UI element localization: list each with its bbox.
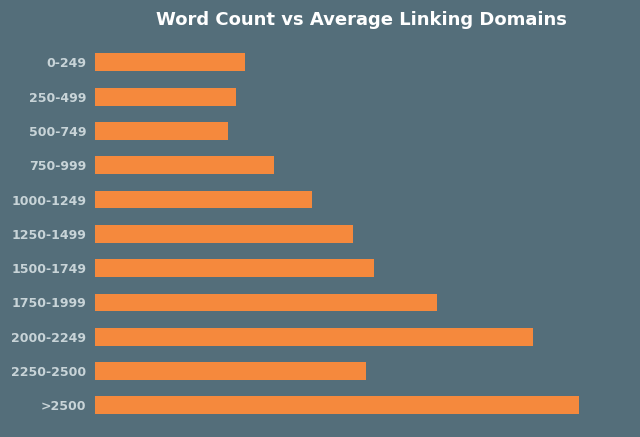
Bar xyxy=(95,88,237,106)
Bar xyxy=(95,191,312,208)
Bar xyxy=(95,53,245,71)
Title: Word Count vs Average Linking Domains: Word Count vs Average Linking Domains xyxy=(156,11,567,29)
Bar xyxy=(95,122,228,140)
Bar xyxy=(95,328,533,346)
Bar xyxy=(95,259,374,277)
Bar xyxy=(95,362,366,380)
Bar xyxy=(95,294,437,311)
Bar xyxy=(95,156,274,174)
Bar xyxy=(95,225,353,243)
Bar xyxy=(95,396,579,414)
